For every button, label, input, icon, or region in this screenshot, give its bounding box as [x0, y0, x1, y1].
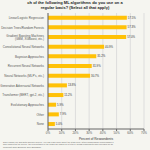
html-text:Copyright 2019 Business Over B: Copyright 2019 Business Over Broadway — [3, 146, 41, 149]
html-text:who completed the survey, the: who completed the survey, the percentage… — [3, 143, 113, 146]
svg-text:Transformer (BERT, gpt-2, etc.: Transformer (BERT, gpt-2, etc.) — [8, 93, 44, 97]
svg-text:57.0%: 57.0% — [127, 35, 135, 39]
svg-text:60%: 60% — [127, 131, 133, 135]
svg-text:Percent of Respondents: Percent of Respondents — [79, 137, 114, 140]
svg-text:13.8%: 13.8% — [68, 83, 76, 87]
svg-text:Bayesian Approaches: Bayesian Approaches — [15, 55, 45, 59]
svg-text:5.0%: 5.0% — [56, 122, 63, 126]
svg-text:40.9%: 40.9% — [105, 45, 113, 49]
svg-text:30.7%: 30.7% — [91, 74, 99, 78]
svg-text:31.9%: 31.9% — [93, 64, 101, 68]
svg-text:30%: 30% — [86, 131, 92, 135]
svg-text:Recurrent Neural Networks: Recurrent Neural Networks — [8, 64, 44, 68]
svg-text:10%: 10% — [59, 131, 65, 135]
svg-text:11.2%: 11.2% — [64, 93, 72, 97]
svg-text:Generative Adversarial Network: Generative Adversarial Networks — [8, 84, 44, 88]
svg-text:Neural Networks (MLP's, etc.): Neural Networks (MLP's, etc.) — [8, 74, 44, 78]
svg-text:Linear/Logistic Regression: Linear/Logistic Regression — [9, 16, 45, 20]
svg-text:35.2%: 35.2% — [97, 54, 105, 58]
html-text:ch of the following ML algorit: ch of the following ML algorithms do you… — [27, 0, 123, 5]
svg-text:5.9%: 5.9% — [57, 103, 64, 107]
svg-text:20%: 20% — [72, 131, 78, 135]
html-text:2019 Kaggle ML and Data Scienc: 2019 Kaggle ML and Data Science Survey. … — [3, 140, 114, 143]
svg-text:40%: 40% — [100, 131, 106, 135]
svg-text:70%: 70% — [141, 131, 142, 135]
svg-text:57.3%: 57.3% — [128, 25, 136, 29]
svg-text:0%: 0% — [46, 131, 51, 135]
svg-text:Gradient Boosting Machines(GBM: Gradient Boosting Machines(GBM, XGBoost,… — [8, 34, 45, 41]
html-text:regular basis? (Select all tha: regular basis? (Select all that apply) — [40, 4, 110, 10]
svg-text:Convolutional Neural Networks: Convolutional Neural Networks — [8, 45, 44, 49]
svg-text:None: None — [37, 122, 45, 126]
svg-text:57.5%: 57.5% — [128, 16, 136, 20]
svg-text:7.9%: 7.9% — [60, 112, 67, 116]
svg-text:Decision Trees/Random Forests: Decision Trees/Random Forests — [8, 26, 44, 30]
svg-text:Evolutionary Approaches: Evolutionary Approaches — [11, 103, 45, 107]
svg-text:50%: 50% — [114, 131, 120, 135]
svg-text:Other: Other — [36, 113, 44, 117]
